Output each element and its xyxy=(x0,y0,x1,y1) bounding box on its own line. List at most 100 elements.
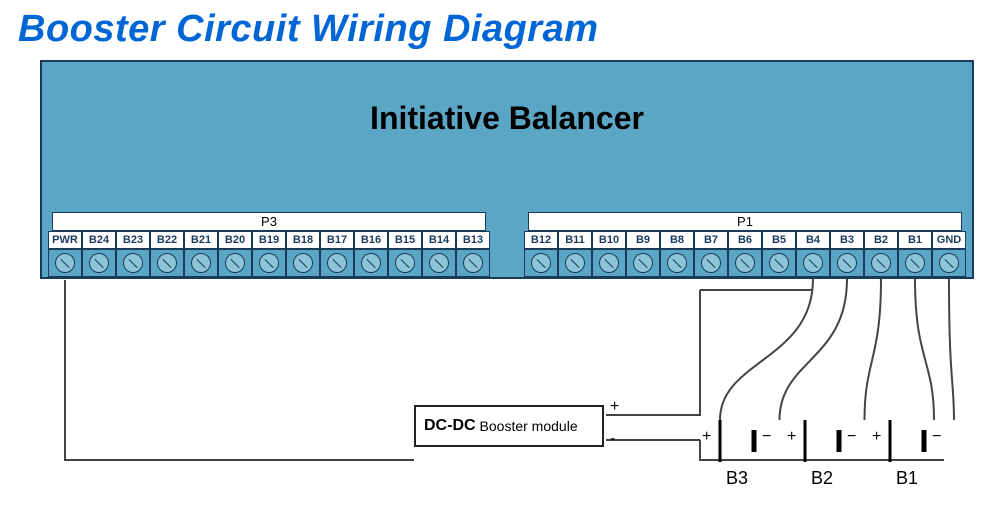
battery-plus-icon: + xyxy=(702,428,711,446)
screw-icon xyxy=(803,253,823,273)
screw-icon xyxy=(939,253,959,273)
diagram-title: Booster Circuit Wiring Diagram xyxy=(0,0,1000,59)
p3-label-b17: B17 xyxy=(320,231,354,249)
p1-label-b11: B11 xyxy=(558,231,592,249)
p3-screw-b13 xyxy=(456,249,490,277)
balancer-box: Initiative Balancer P3 PWRB24B23B22B21B2… xyxy=(40,60,974,279)
dcdc-minus: - xyxy=(610,430,615,448)
screw-icon xyxy=(293,253,313,273)
p3-screw-b21 xyxy=(184,249,218,277)
p1-terminal-b4: B4 xyxy=(796,231,830,277)
p3-screw-b16 xyxy=(354,249,388,277)
p1-label-b10: B10 xyxy=(592,231,626,249)
screw-icon xyxy=(735,253,755,273)
screw-icon xyxy=(361,253,381,273)
connector-group-p3: P3 PWRB24B23B22B21B20B19B18B17B16B15B14B… xyxy=(48,212,490,277)
p3-label-b21: B21 xyxy=(184,231,218,249)
p3-terminal-b23: B23 xyxy=(116,231,150,277)
p3-screw-b17 xyxy=(320,249,354,277)
p3-screw-pwr xyxy=(48,249,82,277)
p3-screw-b24 xyxy=(82,249,116,277)
p3-label-b16: B16 xyxy=(354,231,388,249)
screw-icon xyxy=(701,253,721,273)
p3-terminal-b19: B19 xyxy=(252,231,286,277)
battery-label-b2: B2 xyxy=(811,468,833,489)
p3-screw-b23 xyxy=(116,249,150,277)
p3-terminal-b17: B17 xyxy=(320,231,354,277)
p3-terminal-b21: B21 xyxy=(184,231,218,277)
p1-terminal-b8: B8 xyxy=(660,231,694,277)
p3-screw-b14 xyxy=(422,249,456,277)
p1-screw-b3 xyxy=(830,249,864,277)
battery-plus-icon: + xyxy=(787,428,796,446)
p1-label-b1: B1 xyxy=(898,231,932,249)
connector-group-p1: P1 B12B11B10B9B8B7B6B5B4B3B2B1GND xyxy=(524,212,966,277)
battery-label-b3: B3 xyxy=(726,468,748,489)
p3-label-b23: B23 xyxy=(116,231,150,249)
p3-terminal-b13: B13 xyxy=(456,231,490,277)
p1-label-b6: B6 xyxy=(728,231,762,249)
p1-screw-b2 xyxy=(864,249,898,277)
screw-icon xyxy=(327,253,347,273)
p1-label-b8: B8 xyxy=(660,231,694,249)
p1-screw-b9 xyxy=(626,249,660,277)
p1-label-b2: B2 xyxy=(864,231,898,249)
screw-icon xyxy=(633,253,653,273)
p1-terminal-b12: B12 xyxy=(524,231,558,277)
screw-icon xyxy=(905,253,925,273)
p1-terminal-b3: B3 xyxy=(830,231,864,277)
screw-icon xyxy=(429,253,449,273)
battery-minus-icon: − xyxy=(847,428,856,446)
p3-screw-b19 xyxy=(252,249,286,277)
p1-terminal-b6: B6 xyxy=(728,231,762,277)
p1-label-b7: B7 xyxy=(694,231,728,249)
screw-icon xyxy=(191,253,211,273)
p3-terminal-pwr: PWR xyxy=(48,231,82,277)
screw-icon xyxy=(123,253,143,273)
p1-screw-b10 xyxy=(592,249,626,277)
p3-screw-b15 xyxy=(388,249,422,277)
p1-terminal-b7: B7 xyxy=(694,231,728,277)
screw-icon xyxy=(599,253,619,273)
battery-plus-icon: + xyxy=(872,428,881,446)
dcdc-rest: Booster module xyxy=(480,418,578,434)
battery-minus-icon: − xyxy=(932,428,941,446)
p1-terminal-b10: B10 xyxy=(592,231,626,277)
battery-label-b1: B1 xyxy=(896,468,918,489)
p1-terminal-b5: B5 xyxy=(762,231,796,277)
screw-icon xyxy=(769,253,789,273)
battery-minus-icon: − xyxy=(762,428,771,446)
p3-terminal-b22: B22 xyxy=(150,231,184,277)
p1-screw-b12 xyxy=(524,249,558,277)
balancer-title: Initiative Balancer xyxy=(42,100,972,137)
dcdc-module: DC-DC Booster module xyxy=(414,405,604,447)
p1-screw-b11 xyxy=(558,249,592,277)
p3-terminal-b15: B15 xyxy=(388,231,422,277)
screw-icon xyxy=(259,253,279,273)
p3-label-b13: B13 xyxy=(456,231,490,249)
screw-icon xyxy=(157,253,177,273)
screw-icon xyxy=(565,253,585,273)
p3-label-b22: B22 xyxy=(150,231,184,249)
screw-icon xyxy=(463,253,483,273)
p1-label-b12: B12 xyxy=(524,231,558,249)
p3-label-pwr: PWR xyxy=(48,231,82,249)
p3-terminal-b14: B14 xyxy=(422,231,456,277)
p1-terminal-b11: B11 xyxy=(558,231,592,277)
screw-icon xyxy=(531,253,551,273)
p1-screw-b6 xyxy=(728,249,762,277)
dcdc-bold: DC-DC xyxy=(424,417,476,435)
p3-terminal-b16: B16 xyxy=(354,231,388,277)
p1-screw-b8 xyxy=(660,249,694,277)
p1-screw-gnd xyxy=(932,249,966,277)
dcdc-plus: + xyxy=(610,398,619,416)
p3-terminal-b18: B18 xyxy=(286,231,320,277)
screw-icon xyxy=(837,253,857,273)
p3-header: P3 xyxy=(52,212,486,231)
p1-screw-b5 xyxy=(762,249,796,277)
p3-screw-b18 xyxy=(286,249,320,277)
p1-label-b3: B3 xyxy=(830,231,864,249)
p1-label-gnd: GND xyxy=(932,231,966,249)
screw-icon xyxy=(667,253,687,273)
p1-terminal-b9: B9 xyxy=(626,231,660,277)
